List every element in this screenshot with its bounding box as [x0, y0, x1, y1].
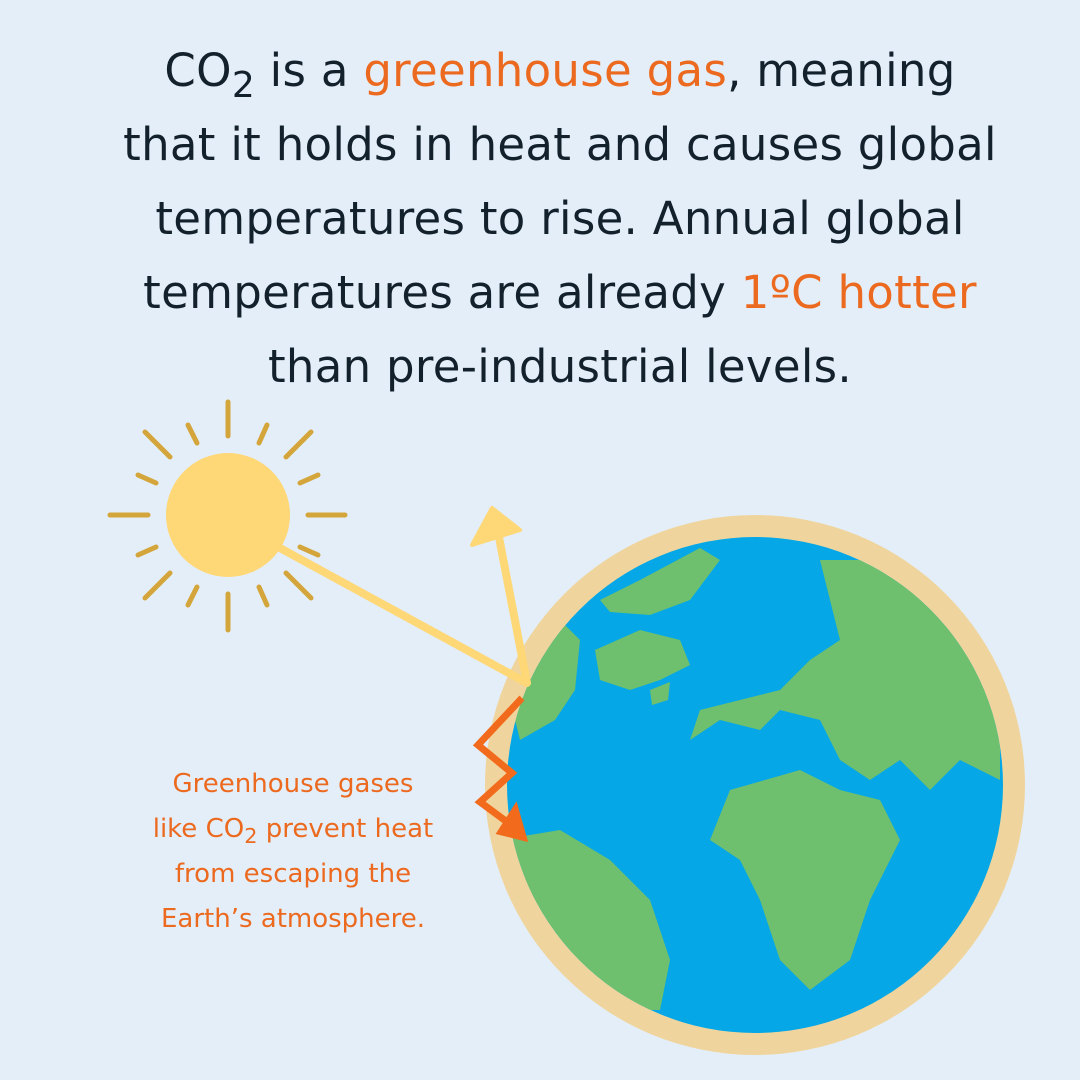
sun	[107, 399, 348, 633]
headline: CO2 is a greenhouse gas, meaning that it…	[40, 34, 1080, 404]
highlight: 1ºC hotter	[740, 266, 977, 319]
caption: Greenhouse gases like CO2 prevent heat f…	[113, 762, 473, 942]
sunlight-arrow	[278, 506, 531, 687]
text: like CO	[152, 814, 245, 844]
caption-line: Greenhouse gases	[172, 769, 414, 799]
headline-line: temperatures to rise. Annual global	[155, 192, 965, 245]
caption-line: Earth’s atmosphere.	[160, 904, 426, 934]
text: CO	[164, 44, 232, 97]
subscript: 2	[244, 824, 258, 849]
caption-line: from escaping the	[174, 859, 412, 889]
subscript: 2	[231, 64, 256, 106]
headline-line: temperatures are already 1ºC hotter	[40, 256, 1080, 330]
headline-line: than pre-industrial levels.	[267, 340, 852, 393]
headline-line: that it holds in heat and causes global	[123, 118, 997, 171]
text: , meaning	[727, 44, 956, 97]
highlight: greenhouse gas	[363, 44, 728, 97]
text: prevent heat	[257, 814, 434, 844]
heat-arrow	[472, 695, 529, 843]
earth	[485, 515, 1025, 1055]
caption-line: like CO2 prevent heat	[113, 807, 473, 852]
text: is a	[255, 44, 364, 97]
text: temperatures are already	[143, 266, 741, 319]
headline-line: CO2 is a greenhouse gas, meaning	[40, 34, 1080, 108]
